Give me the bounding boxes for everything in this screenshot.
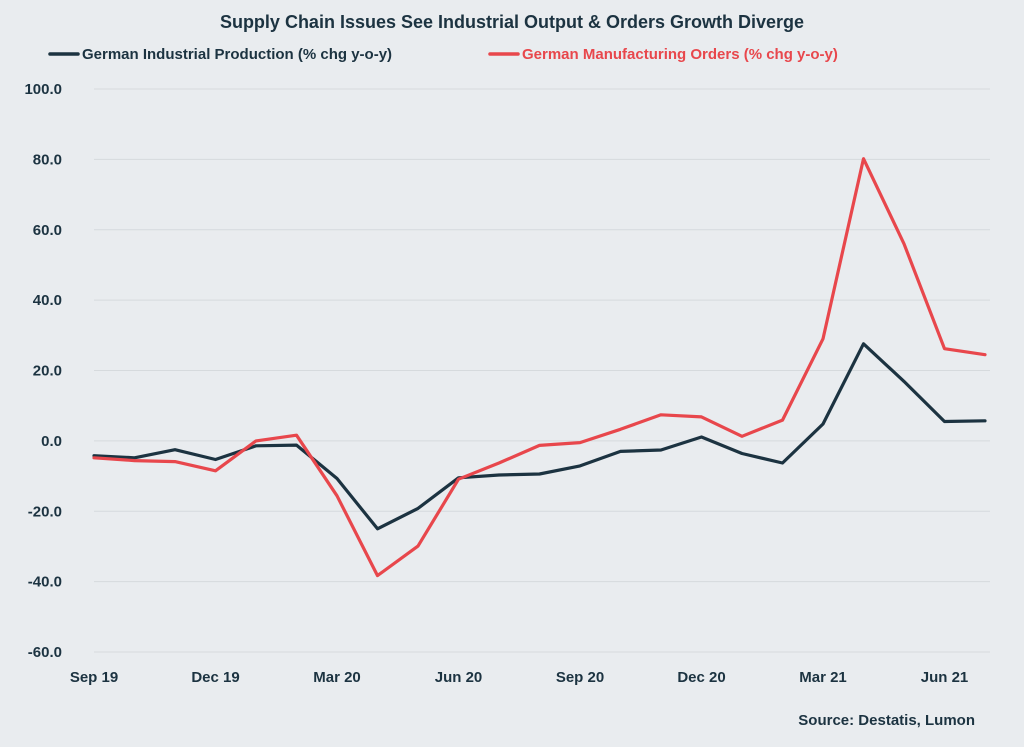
series-line-1 [92,157,987,578]
x-tick-label: Sep 20 [556,669,604,686]
y-tick-label: 20.0 [33,363,62,380]
x-tick-label: Mar 20 [313,669,361,686]
y-tick-label: -40.0 [28,574,62,591]
x-tick-label: Mar 21 [799,669,847,686]
y-tick-label: -20.0 [28,503,62,520]
y-axis: 100.0 80.0 60.0 40.0 20.0 0.0 -20.0 -40.0 -60.0 [24,81,62,661]
y-tick-label: 0.0 [41,433,62,450]
source-note: Source: Destatis, Lumon [798,712,975,729]
legend-label: German Manufacturing Orders (% chg y-o-y… [522,46,838,63]
series-line-0 [92,342,987,531]
y-tick-label: 40.0 [33,292,62,309]
legend: German Industrial Production (% chg y-o-… [48,46,838,63]
x-tick-label: Jun 20 [435,669,483,686]
chart-title: Supply Chain Issues See Industrial Outpu… [220,12,804,32]
legend-label: German Industrial Production (% chg y-o-… [82,46,392,63]
x-axis: Sep 19 Dec 19 Mar 20 Jun 20 Sep 20 Dec 20 Mar … [70,669,968,686]
x-tick-label: Sep 19 [70,669,118,686]
grid [94,88,990,653]
x-tick-label: Jun 21 [921,669,969,686]
y-tick-label: 80.0 [33,151,62,168]
series-group [92,157,987,578]
y-tick-label: 60.0 [33,222,62,239]
x-tick-label: Dec 20 [677,669,725,686]
y-tick-label: 100.0 [24,81,62,98]
y-tick-label: -60.0 [28,644,62,661]
x-tick-label: Dec 19 [191,669,239,686]
